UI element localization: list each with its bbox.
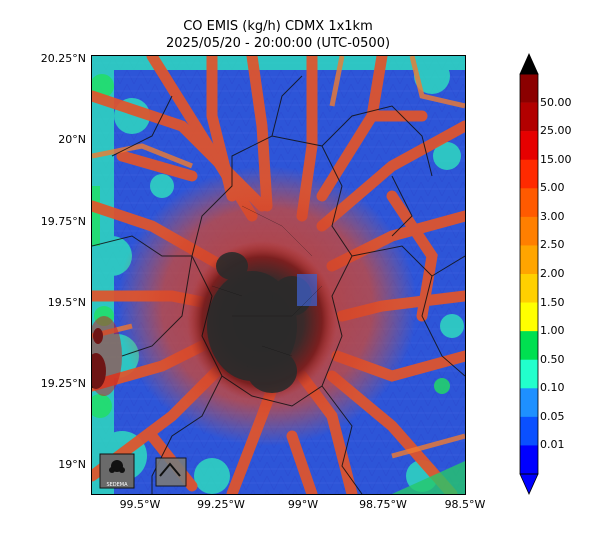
- colorbar-segment: [520, 74, 538, 103]
- colorbar-segment: [520, 359, 538, 389]
- colorbar-segment: [520, 245, 538, 275]
- secondary-logo: [155, 457, 187, 487]
- colorbar-tick-label: 2.50: [540, 238, 565, 252]
- lat-tick-label: 20°N: [58, 133, 86, 146]
- colorbar-segment: [520, 274, 538, 303]
- lat-tick-label: 19°N: [58, 458, 86, 471]
- colorbar-tick-label: 0.01: [540, 438, 565, 452]
- colorbar-tick-label: 0.10: [540, 381, 565, 395]
- colorbar-tick-label: 50.00: [540, 95, 572, 109]
- boundaries: [92, 75, 465, 494]
- emission-map: SEDEMA: [91, 55, 466, 495]
- lon-tick-label: 98.5°W: [444, 498, 486, 511]
- colorbar-extend-min: [519, 473, 539, 495]
- colorbar-tick-label: 3.00: [540, 209, 565, 223]
- colorbar-tick-label: 15.00: [540, 152, 572, 166]
- map-subtitle: 2025/05/20 - 20:00:00 (UTC-0500): [165, 36, 391, 51]
- colorbar-segment: [520, 159, 538, 189]
- colorbar-tick-label: 2.00: [540, 267, 565, 280]
- lat-tick-label: 19.25°N: [40, 377, 86, 390]
- colorbar-extend-max: [519, 53, 539, 75]
- lat-tick-label: 19.75°N: [40, 215, 86, 228]
- colorbar-segment: [520, 216, 538, 246]
- colorbar-segment: [520, 131, 538, 161]
- colorbar-segment: [520, 302, 538, 332]
- colorbar-segment: [520, 416, 538, 446]
- colorbar-segment: [520, 102, 538, 132]
- colorbar-tick-label: 1.50: [540, 295, 565, 309]
- colorbar-tick-label: 0.50: [540, 352, 565, 366]
- colorbar-tick-label: 1.00: [540, 324, 565, 338]
- sedema-logo: SEDEMA: [99, 453, 135, 489]
- lon-tick-label: 99°W: [287, 498, 319, 511]
- colorbar-tick-label: 0.05: [540, 409, 565, 423]
- lon-tick-label: 98.75°W: [359, 498, 407, 511]
- lon-tick-label: 99.5°W: [119, 498, 161, 511]
- colorbar-segment: [520, 188, 538, 218]
- colorbar-tick-label: 5.00: [540, 181, 565, 195]
- colorbar-segment: [520, 445, 538, 475]
- lon-tick-label: 99.25°W: [197, 498, 245, 511]
- logo-text: SEDEMA: [106, 482, 128, 488]
- lat-tick-label: 19.5°N: [47, 296, 86, 309]
- colorbar-segment: [520, 331, 538, 361]
- colorbar-tick-label: 25.00: [540, 124, 572, 138]
- colorbar-segment: [520, 388, 538, 418]
- lat-tick-label: 20.25°N: [40, 52, 86, 65]
- map-title: CO EMIS (kg/h) CDMX 1x1km: [183, 19, 373, 34]
- low-emission-wedge: [392, 461, 465, 494]
- colorbar: [519, 53, 539, 495]
